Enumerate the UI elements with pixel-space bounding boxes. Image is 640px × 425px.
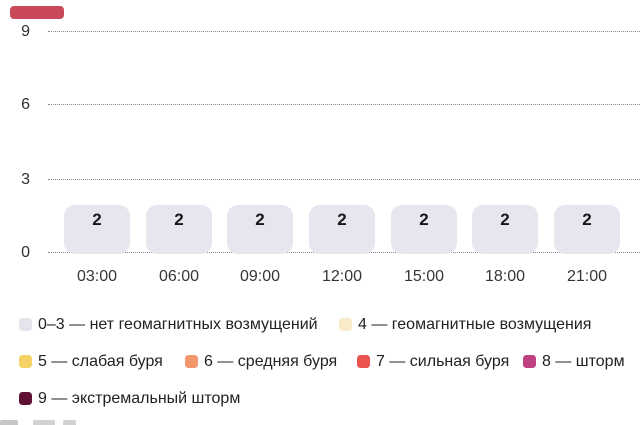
legend-label: 5 — слабая буря — [38, 352, 163, 370]
kp-bar-12-00[interactable]: 2 — [309, 205, 375, 254]
partial-red-element — [10, 6, 64, 19]
gridline-9 — [48, 31, 640, 32]
x-axis-tick: 12:00 — [321, 268, 363, 285]
legend-item-7: 7 — сильная буря — [357, 352, 510, 370]
x-axis-tick: 03:00 — [76, 268, 118, 285]
bar-value: 2 — [500, 210, 510, 229]
kp-bar-15-00[interactable]: 2 — [391, 205, 457, 254]
gridline-3 — [48, 179, 640, 180]
bar-value: 2 — [92, 210, 102, 229]
y-axis-tick: 6 — [21, 96, 30, 113]
x-axis-tick: 09:00 — [239, 268, 281, 285]
kp-bar-06-00[interactable]: 2 — [146, 205, 212, 254]
legend-swatch-5 — [19, 355, 32, 368]
y-axis-tick: 3 — [21, 171, 30, 188]
cropped-bottom-fragment — [33, 420, 55, 425]
kp-bar-03-00[interactable]: 2 — [64, 205, 130, 254]
legend-item-9: 9 — экстремальный шторм — [19, 389, 241, 407]
y-axis-tick: 0 — [21, 244, 30, 261]
legend-swatch-4 — [339, 318, 352, 331]
legend-item-5: 5 — слабая буря — [19, 352, 163, 370]
legend-item-0-3: 0–3 — нет геомагнитных возмущений — [19, 315, 318, 333]
gridline-6 — [48, 104, 640, 105]
bar-value: 2 — [419, 210, 429, 229]
kp-bar-18-00[interactable]: 2 — [472, 205, 538, 254]
bar-value: 2 — [337, 210, 347, 229]
legend-swatch-6 — [185, 355, 198, 368]
kp-bar-09-00[interactable]: 2 — [227, 205, 293, 254]
legend-label: 8 — шторм — [542, 352, 625, 370]
legend-label: 0–3 — нет геомагнитных возмущений — [38, 315, 318, 333]
legend-item-8: 8 — шторм — [523, 352, 625, 370]
y-axis-tick: 9 — [21, 23, 30, 40]
legend-swatch-0-3 — [19, 318, 32, 331]
legend-label: 7 — сильная буря — [376, 352, 510, 370]
bar-value: 2 — [174, 210, 184, 229]
kp-bar-21-00[interactable]: 2 — [554, 205, 620, 254]
bar-value: 2 — [582, 210, 592, 229]
x-axis-tick: 06:00 — [158, 268, 200, 285]
legend-swatch-9 — [19, 392, 32, 405]
x-axis-tick: 21:00 — [566, 268, 608, 285]
legend-label: 4 — геомагнитные возмущения — [358, 315, 592, 333]
cropped-bottom-fragment — [63, 420, 76, 425]
legend-swatch-8 — [523, 355, 536, 368]
legend-item-4: 4 — геомагнитные возмущения — [339, 315, 592, 333]
cropped-bottom-fragment — [0, 420, 18, 425]
x-axis-tick: 15:00 — [403, 268, 445, 285]
legend-label: 6 — средняя буря — [204, 352, 338, 370]
bar-value: 2 — [255, 210, 265, 229]
legend-item-6: 6 — средняя буря — [185, 352, 338, 370]
kp-bar-chart: 9 6 3 0 2 2 2 2 2 2 2 03:00 06:00 09:00 … — [21, 23, 640, 285]
x-axis-tick: 18:00 — [484, 268, 526, 285]
legend-label: 9 — экстремальный шторм — [38, 389, 241, 407]
legend-swatch-7 — [357, 355, 370, 368]
